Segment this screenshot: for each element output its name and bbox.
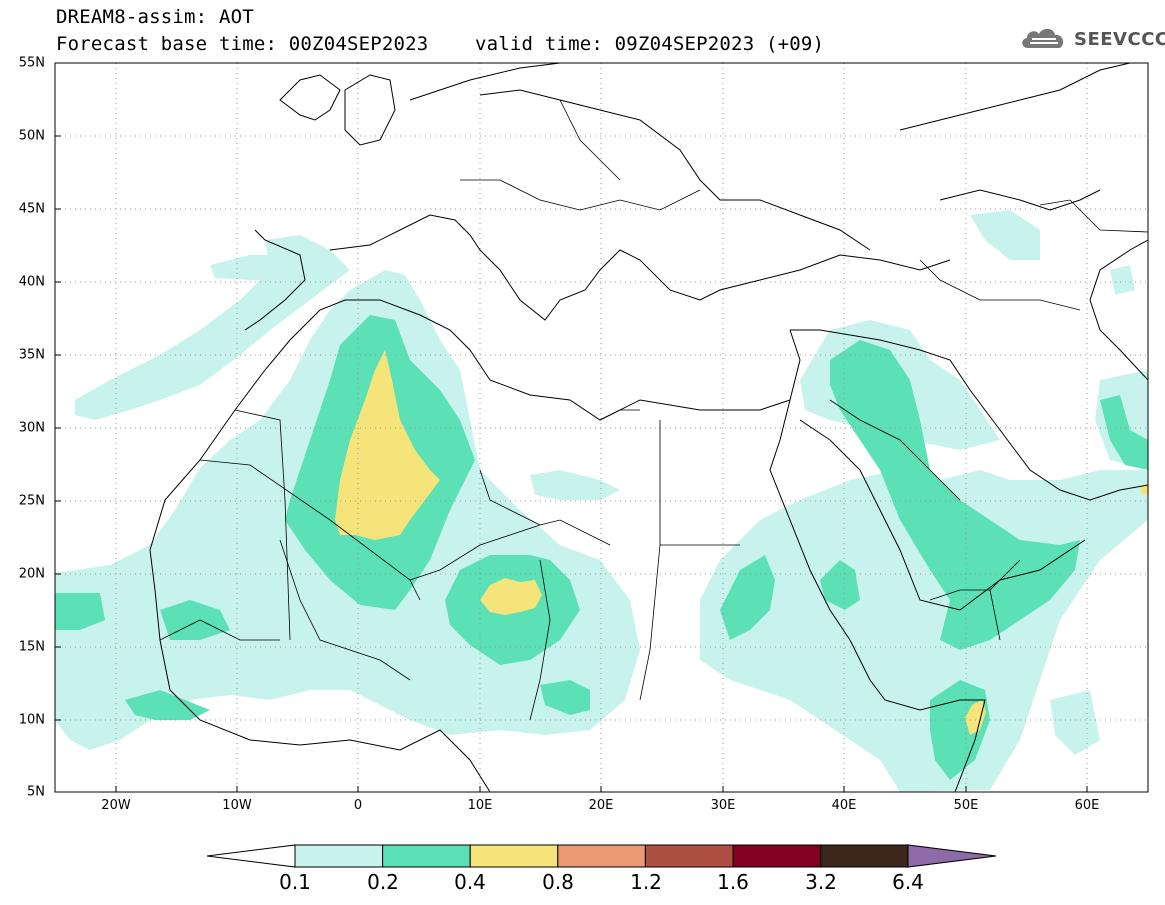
cloud-icon <box>1022 28 1064 48</box>
colorbar-box <box>644 844 734 868</box>
country-borders <box>159 99 1148 721</box>
lon-label: 20W <box>101 798 131 813</box>
colorbar-under-arrow <box>206 844 296 868</box>
lat-label: 20N <box>18 566 45 582</box>
lat-label: 40N <box>18 274 45 290</box>
lat-label: 45N <box>18 201 45 217</box>
lat-label: 50N <box>18 128 45 144</box>
graticule <box>55 63 1148 792</box>
colorbar-label: 0.1 <box>279 870 311 894</box>
colorbar-box <box>557 844 646 868</box>
lat-label: 10N <box>18 712 45 728</box>
lat-label: 55N <box>18 55 45 71</box>
lat-label: 35N <box>18 347 45 363</box>
colorbar <box>206 844 997 868</box>
lat-label: 5N <box>27 784 45 800</box>
colorbar-box <box>732 844 822 868</box>
colorbar-box <box>469 844 559 868</box>
colorbar-over-arrow <box>907 844 997 868</box>
coastlines <box>149 63 1148 792</box>
axis-ticks <box>55 135 1088 792</box>
colorbar-label: 0.8 <box>542 870 574 894</box>
map-title: DREAM8-assim: AOT <box>56 6 254 28</box>
colorbar-label: 0.2 <box>367 870 399 894</box>
colorbar-label: 1.6 <box>717 870 749 894</box>
colorbar-label: 1.2 <box>630 870 662 894</box>
lon-label: 0 <box>353 798 363 813</box>
lon-label: 20E <box>588 798 614 813</box>
seevccc-logo: SEEVCCC <box>1018 24 1165 54</box>
lon-label: 10E <box>467 798 493 813</box>
lon-label: 60E <box>1074 798 1100 813</box>
colorbar-label: 0.4 <box>454 870 486 894</box>
colorbar-box <box>820 844 909 868</box>
forecast-time-line: Forecast base time: 00Z04SEP2023 valid t… <box>56 33 825 55</box>
colorbar-label: 6.4 <box>892 870 924 894</box>
colorbar-box <box>294 844 384 868</box>
colorbar-box <box>382 844 471 868</box>
lat-label: 15N <box>18 639 45 655</box>
lon-label: 30E <box>710 798 736 813</box>
lat-label: 30N <box>18 420 45 436</box>
logo-text: SEEVCCC <box>1074 28 1165 50</box>
lat-label: 25N <box>18 493 45 509</box>
lon-label: 40E <box>831 798 857 813</box>
aot-level-0.4 <box>335 350 1148 735</box>
lon-label: 10W <box>222 798 252 813</box>
lon-label: 50E <box>953 798 979 813</box>
colorbar-label: 3.2 <box>805 870 837 894</box>
